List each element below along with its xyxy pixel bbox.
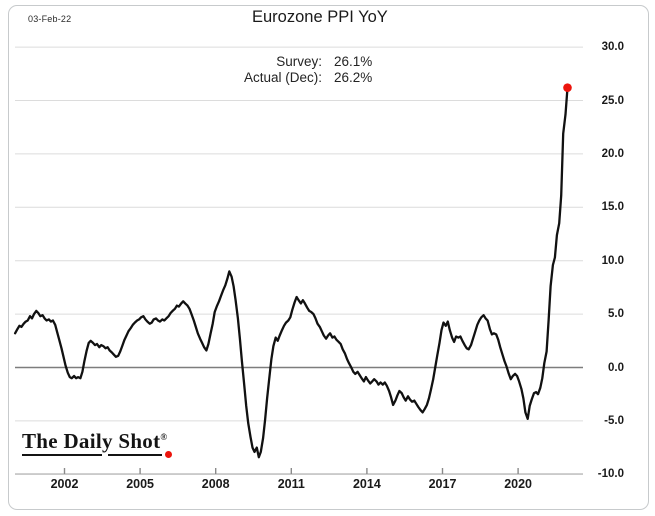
latest-value-dot — [563, 83, 572, 92]
x-axis-tick-label: 2014 — [352, 477, 381, 491]
survey-label: Survey: — [276, 54, 323, 69]
survey-value: 26.1% — [334, 54, 373, 69]
x-axis-tick-label: 2005 — [126, 477, 154, 491]
x-axis-tick-label: 2008 — [201, 477, 230, 491]
daily-shot-logo: The Daily Shot® — [22, 429, 167, 454]
y-axis-tick-label: 30.0 — [601, 41, 624, 54]
y-axis-tick-label: -5.0 — [604, 414, 624, 427]
y-axis-tick-label: -10.0 — [597, 468, 624, 481]
x-axis-tick-label: 2002 — [50, 477, 79, 491]
logo-red-dot-icon — [165, 451, 172, 458]
logo-underline-right — [108, 454, 162, 456]
chart-title: Eurozone PPI YoY — [252, 8, 388, 26]
registered-mark-icon: ® — [160, 432, 168, 442]
ppi-line-series — [13, 86, 569, 459]
actual-value: 26.2% — [334, 70, 373, 85]
y-axis-tick-label: 25.0 — [601, 94, 624, 107]
chart-frame — [8, 5, 649, 510]
x-axis-tick-label: 2017 — [428, 477, 457, 491]
date-label: 03-Feb-22 — [28, 14, 72, 24]
y-axis-tick-label: 15.0 — [601, 201, 624, 214]
logo-text: The Daily Shot — [22, 429, 161, 453]
x-axis-tick-label: 2020 — [504, 477, 532, 491]
logo-underline-left — [22, 454, 102, 456]
y-axis-tick-label: 10.0 — [601, 254, 624, 267]
actual-label: Actual (Dec): — [244, 70, 323, 85]
x-axis-tick-label: 2011 — [277, 477, 305, 491]
y-axis-tick-label: 20.0 — [601, 147, 624, 160]
annotation-block: Survey: 26.1% Actual (Dec): 26.2% — [240, 52, 377, 88]
y-axis-tick-label: 0.0 — [608, 361, 624, 374]
y-axis-tick-label: 5.0 — [608, 308, 624, 321]
